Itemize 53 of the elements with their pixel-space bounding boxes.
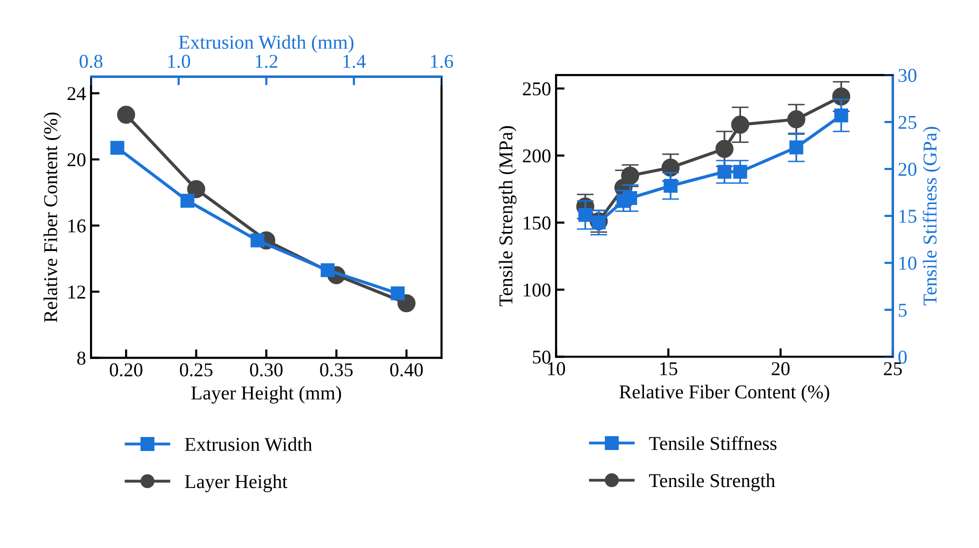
x-tick-label: 0.40 <box>390 363 423 376</box>
y-axis-title: Tensile Strength (MPa) <box>498 126 516 306</box>
point <box>718 164 732 179</box>
y2-tick-label: 25 <box>898 116 916 129</box>
x-tick-label: 0.30 <box>250 363 283 376</box>
y-tick-label: 150 <box>524 216 550 230</box>
y-tick-label: 12 <box>68 286 86 298</box>
x2-axis-title: Extrusion Width (mm) <box>178 35 354 53</box>
y2-tick-label: 0 <box>898 350 907 364</box>
x-axis-title: Layer Height (mm) <box>191 386 342 404</box>
x-tick-label: 20 <box>772 362 790 376</box>
legend-label: Extrusion Width <box>184 437 312 452</box>
point <box>789 140 804 154</box>
x2-tick-label: 0.8 <box>80 54 102 68</box>
y-axis-title: Relative Fiber Content (%) <box>44 112 62 322</box>
y-tick-label: 8 <box>77 352 86 365</box>
x-tick-label: 0.25 <box>180 363 212 376</box>
y-tick-label: 20 <box>68 153 86 166</box>
legend-label: Tensile Stiffness <box>649 436 776 450</box>
y-tick-label: 16 <box>68 219 86 232</box>
x-tick-label: 25 <box>884 362 902 376</box>
y-tick-label: 250 <box>522 82 550 96</box>
y2-tick-label: 20 <box>898 162 916 176</box>
y2-axis-title: Tensile Stiffness (GPa) <box>922 126 941 306</box>
x2-tick-label: 1.2 <box>256 54 278 68</box>
y2-tick-label: 5 <box>898 304 907 317</box>
x-tick-label: 15 <box>660 362 678 376</box>
point <box>733 164 748 179</box>
point <box>731 116 750 134</box>
x-tick-label: 10 <box>548 362 566 376</box>
y-tick-label: 100 <box>524 284 550 297</box>
point <box>117 106 136 124</box>
x2-tick-label: 1.4 <box>343 54 366 68</box>
y-tick-label: 50 <box>532 350 550 364</box>
x2-tick-label: 1.0 <box>168 54 190 68</box>
x-tick-label: 0.20 <box>110 363 142 376</box>
point <box>187 180 206 198</box>
y2-tick-label: 15 <box>899 210 916 223</box>
legend-label: Layer Height <box>184 474 288 492</box>
legend-label: Tensile Strength <box>649 474 776 492</box>
y2-tick-label: 30 <box>898 68 916 82</box>
point <box>834 108 848 122</box>
y-tick-label: 200 <box>522 149 550 162</box>
point <box>664 178 678 193</box>
point <box>715 140 734 158</box>
point <box>623 191 638 206</box>
x-axis-title: Relative Fiber Content (%) <box>619 384 830 402</box>
x-tick-label: 0.35 <box>320 363 353 376</box>
x2-tick-label: 1.6 <box>431 54 454 68</box>
point <box>578 208 592 222</box>
point <box>787 110 806 128</box>
y2-tick-label: 10 <box>899 256 916 270</box>
y-tick-label: 24 <box>68 87 86 100</box>
